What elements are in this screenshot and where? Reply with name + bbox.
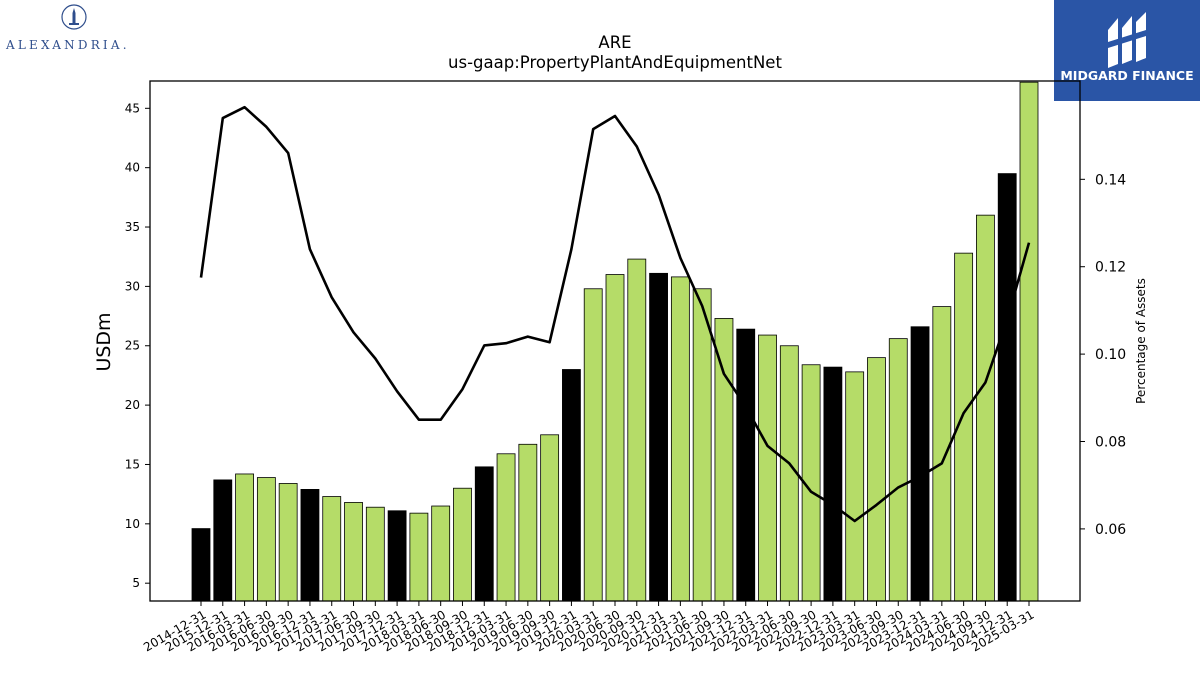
midgard-finance-logo: MIDGARD FINANCE (1054, 0, 1200, 101)
bar-2020-03-31 (583, 288, 603, 602)
bar-2017-06-30 (344, 502, 363, 602)
midgard-finance-mark-icon (1108, 12, 1146, 68)
y2-tick-label: 0.06 (1095, 522, 1126, 538)
y-tick-label: 15 (125, 457, 140, 471)
bar-2023-03-31 (845, 371, 865, 602)
bar-2018-06-30 (431, 505, 451, 602)
y-tick-label: 5 (132, 576, 140, 590)
bar-2021-09-30 (714, 318, 734, 602)
bar-2020-06-30 (605, 274, 625, 602)
bar-2023-12-31 (910, 326, 930, 602)
bar-2016-09-30 (278, 483, 298, 602)
chart-title: ARE (598, 33, 631, 52)
bar-2014-12-31 (191, 528, 211, 602)
bar-2018-03-31 (409, 512, 429, 602)
y-tick-label: 45 (125, 101, 140, 115)
alexandria-seal-icon (61, 4, 87, 30)
y2-tick-label: 0.14 (1095, 172, 1126, 188)
bar-2025-03-31 (1019, 81, 1039, 602)
bar-2019-09-30 (540, 434, 560, 602)
alexandria-logo: ALEXANDRIA. (0, 0, 150, 60)
bar-2016-03-31 (235, 473, 254, 602)
bar-2023-09-30 (888, 338, 908, 602)
y2-tick-label: 0.10 (1095, 347, 1126, 363)
alexandria-wordmark: ALEXANDRIA. (6, 38, 130, 52)
bar-2019-12-31 (562, 369, 581, 602)
bar-2017-12-31 (387, 510, 407, 602)
y-axis-label: USDm (93, 312, 115, 371)
bar-2019-03-31 (496, 453, 516, 602)
y2-tick-label: 0.12 (1095, 260, 1126, 276)
bar-2018-12-31 (474, 466, 494, 602)
bar-2022-12-31 (823, 366, 843, 602)
bar-2021-12-31 (736, 328, 756, 602)
y2-axis-label: Percentage of Assets (1134, 278, 1148, 404)
bar-2020-12-31 (649, 272, 668, 602)
bar-2024-12-31 (997, 173, 1017, 602)
bar-2017-09-30 (365, 506, 385, 602)
bar-2021-06-30 (692, 288, 712, 602)
bar-2021-03-31 (670, 276, 690, 602)
bar-2017-03-31 (322, 496, 342, 602)
bar-2024-09-30 (976, 214, 995, 602)
bar-2015-12-31 (213, 479, 233, 602)
bar-2022-03-31 (758, 334, 777, 602)
y-tick-label: 10 (125, 517, 140, 531)
bar-2018-09-30 (453, 487, 472, 602)
y-tick-label: 35 (125, 220, 140, 234)
y-tick-label: 40 (125, 161, 140, 175)
y-tick-label: 30 (125, 279, 140, 293)
midgard-finance-wordmark: MIDGARD FINANCE (1060, 68, 1194, 83)
bar-2023-06-30 (867, 357, 886, 602)
percentage-of-assets-line (199, 105, 1031, 523)
y-tick-label: 25 (125, 339, 140, 353)
bar-2016-06-30 (256, 477, 276, 602)
bar-2020-09-30 (627, 258, 647, 602)
y-tick-label: 20 (125, 398, 140, 412)
y2-tick-label: 0.08 (1095, 435, 1126, 451)
bar-2024-03-31 (932, 306, 952, 602)
bar-2019-06-30 (518, 443, 538, 602)
chart-subtitle: us-gaap:PropertyPlantAndEquipmentNet (448, 53, 782, 72)
bar-2016-12-31 (300, 489, 320, 602)
